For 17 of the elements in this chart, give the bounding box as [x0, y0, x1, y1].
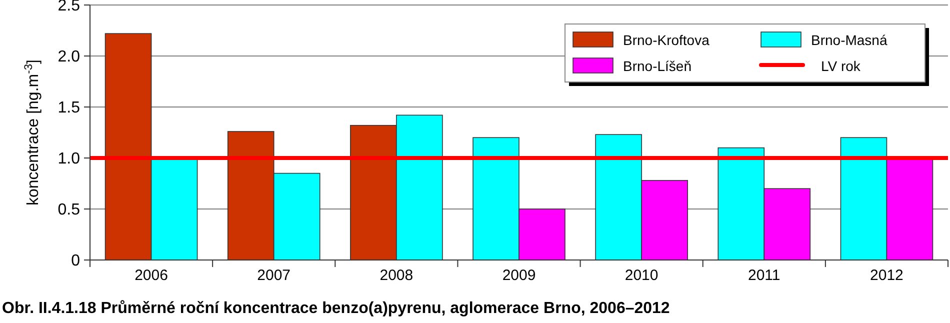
x-tick-label: 2009	[502, 267, 536, 284]
x-tick-label: 2011	[748, 267, 780, 284]
y-tick-label: 1.0	[58, 150, 80, 168]
text: Obr. II.4.1.18 Průměrné roční koncentrace benzo(a)pyrenu, aglomerace Brno, 2006–2012	[2, 300, 670, 317]
legend-label: Brno-Masná	[811, 32, 888, 48]
x-tick-label: 2008	[380, 267, 414, 284]
legend-label: Brno-Kroftova	[623, 32, 710, 48]
y-tick-label: 2.0	[58, 48, 80, 66]
x-tick-label: 2007	[257, 267, 291, 284]
y-tick-label: 1.5	[58, 100, 80, 117]
y-tick-label: 0.5	[58, 202, 80, 219]
legend-label: Brno-Líšeň	[623, 58, 692, 74]
y-tick-label: 0	[71, 252, 80, 270]
x-tick-label: 2006	[134, 267, 168, 284]
x-tick-label: 2012	[870, 267, 904, 284]
x-tick-label: 2010	[624, 267, 658, 284]
legend-label: LV rok	[821, 58, 862, 74]
